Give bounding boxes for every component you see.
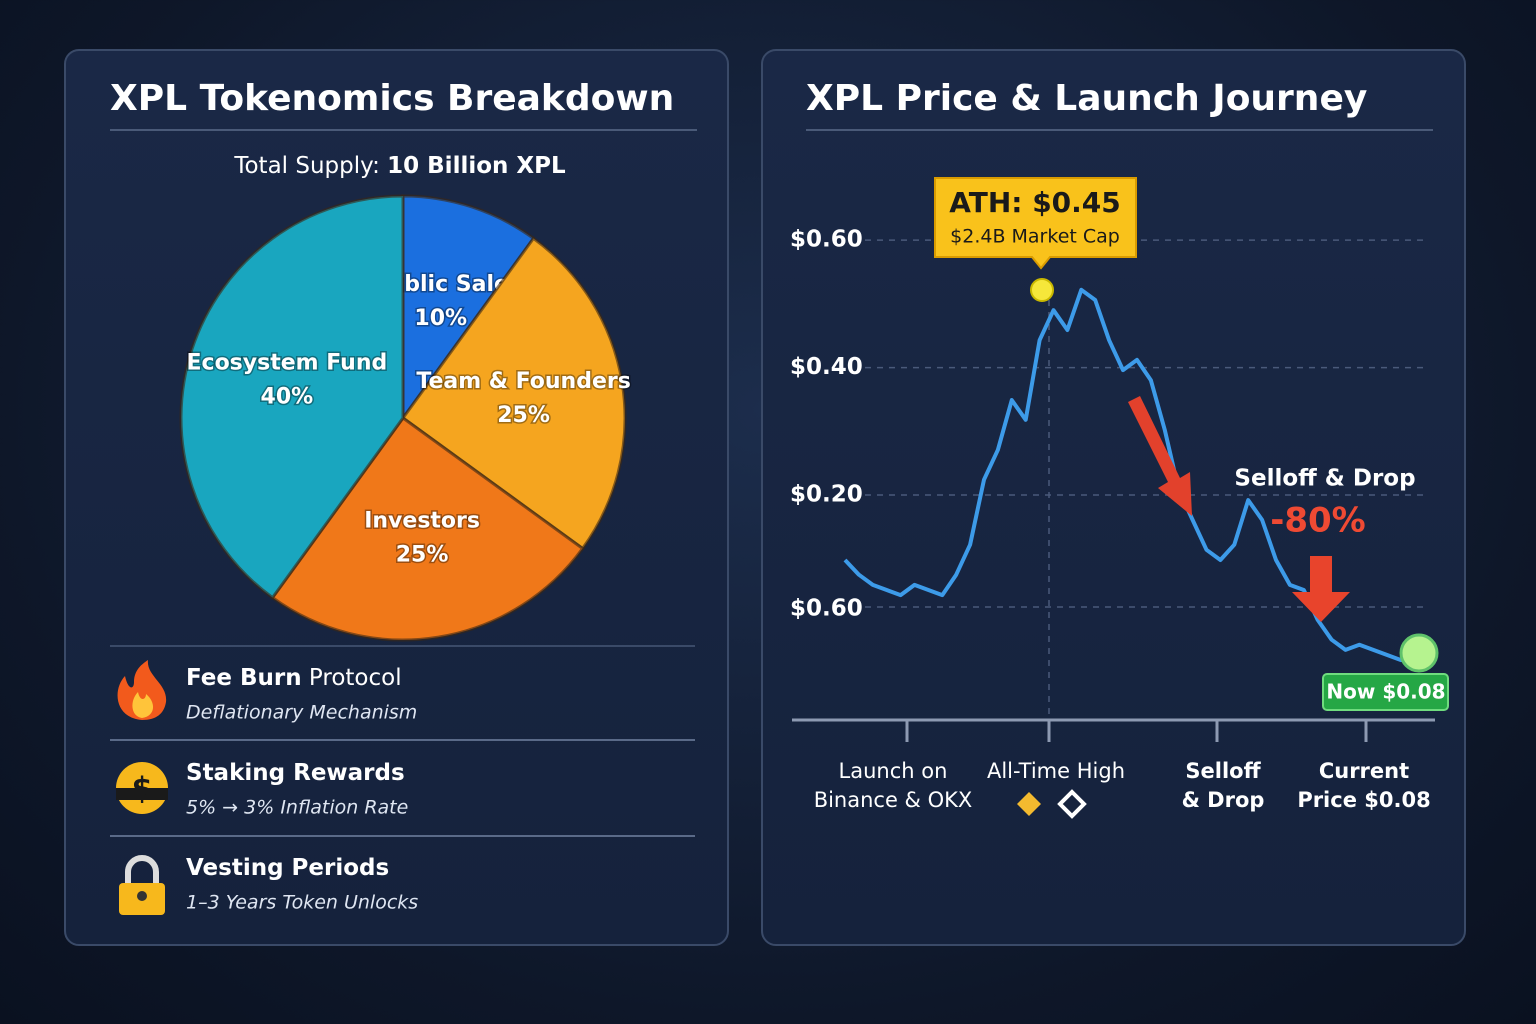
y-tick-label: $0.40 [790, 354, 863, 380]
pie-slice [401, 194, 536, 423]
pie-slice [179, 194, 405, 600]
feature-title: Fee Burn Protocol [186, 665, 402, 691]
price-line [843, 287, 1416, 663]
fire-icon [117, 660, 167, 720]
lock-shackle [125, 855, 159, 885]
ath-box [934, 177, 1137, 270]
feature-title: Staking Rewards [186, 760, 405, 786]
left-title: XPL Tokenomics Breakdown [110, 78, 674, 119]
feature-subtitle: 1–3 Years Token Unlocks [186, 892, 418, 914]
feature-subtitle: Deflationary Mechanism [186, 702, 417, 724]
x-label: Current Price $0.08 [1297, 759, 1430, 812]
ath-label: ATH: $0.45 [949, 186, 1121, 219]
now-box [1322, 673, 1449, 711]
slice-name: Team & Founders [416, 369, 630, 394]
feature-subtitle: 5% → 3% Inflation Rate [186, 797, 408, 819]
right-title: XPL Price & Launch Journey [806, 78, 1367, 119]
feature-title-bold: Fee Burn [186, 665, 302, 691]
exchange-icon [1017, 792, 1041, 816]
ath-dot [1030, 278, 1054, 302]
lock-keyhole [137, 891, 147, 901]
x-label: Selloff & Drop [1182, 759, 1265, 812]
slice-value: 40% [261, 384, 314, 409]
slice-name: Ecosystem Fund [187, 350, 388, 375]
slice-name: Investors [364, 509, 480, 534]
drop-arrow [1292, 556, 1350, 622]
feature-title-bold: Vesting Periods [186, 855, 389, 881]
y-tick-label: $0.60 [790, 227, 863, 253]
supply-value: 10 Billion XPL [387, 153, 566, 179]
supply: Total Supply: 10 Billion XPL [233, 153, 566, 179]
selloff-label: Selloff & Drop [1234, 466, 1415, 492]
x-label: Launch on Binance & OKX [814, 759, 973, 812]
drop-arrow [1128, 396, 1192, 516]
now-dot [1399, 633, 1439, 673]
feature-title-rest: Protocol [309, 665, 402, 691]
x-label: All-Time High [987, 759, 1125, 783]
features: Fee Burn Protocol Deflationary Mechanism S… [186, 665, 418, 914]
slice-value: 10% [414, 306, 467, 331]
coin-icon-band [116, 788, 168, 800]
market-cap: $2.4B Market Cap [950, 226, 1120, 248]
feature-title-bold: Staking Rewards [186, 760, 405, 786]
pie-slice [400, 236, 627, 551]
exchange-icon [1057, 789, 1087, 819]
drop-label: -80% [1270, 501, 1366, 541]
supply-label: Total Supply: [233, 153, 379, 179]
y-tick-label: $0.20 [790, 482, 863, 508]
pie-slice [270, 415, 585, 642]
slice-value: 25% [497, 403, 550, 428]
coin-symbol: $ [132, 772, 153, 807]
now-label: Now $0.08 [1326, 680, 1445, 704]
line-chart: $0.60 $0.40 $0.20 $0.60 Launch on Binance & O… [790, 177, 1449, 819]
fire-icon-core [132, 692, 154, 718]
slice-value: 25% [396, 543, 449, 568]
y-floor-label: $0.60 [790, 596, 863, 622]
feature-title: Vesting Periods [186, 855, 389, 881]
